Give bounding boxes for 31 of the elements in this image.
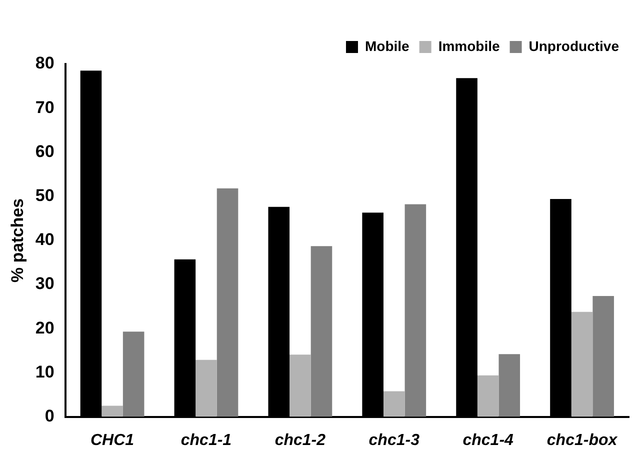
bar [310,246,332,417]
y-tick-label: 50 [35,186,54,205]
legend-label: Immobile [438,38,500,54]
bar [477,375,499,417]
bar [404,204,426,417]
y-tick-label: 40 [35,230,54,250]
bar [102,406,123,417]
bar [592,296,614,417]
x-tick-label: chc1-3 [368,432,420,449]
bar [122,332,144,417]
legend-label: Mobile [364,38,410,54]
bar [571,312,593,417]
y-tick-label: 80 [35,54,54,73]
y-tick-label: 10 [35,362,54,382]
bar [196,360,217,417]
bar [498,354,520,417]
x-tick-label: chc1-4 [462,432,514,449]
x-tick-label: chc1-1 [180,432,232,449]
x-tick-label: chc1-2 [274,432,326,449]
y-tick-label: 20 [35,318,54,338]
legend-label: Unproductive [528,38,620,54]
bar [290,354,311,417]
y-tick-label: 0 [44,406,54,426]
bar [383,391,405,417]
y-tick-label: 60 [35,142,54,161]
bar [216,188,238,417]
y-axis-title: % patches [8,198,27,282]
y-tick-label: 30 [35,274,54,294]
y-tick-label: 70 [35,98,54,117]
x-tick-label: chc1-box [546,432,618,449]
x-tick-label: CHC1 [90,432,134,449]
